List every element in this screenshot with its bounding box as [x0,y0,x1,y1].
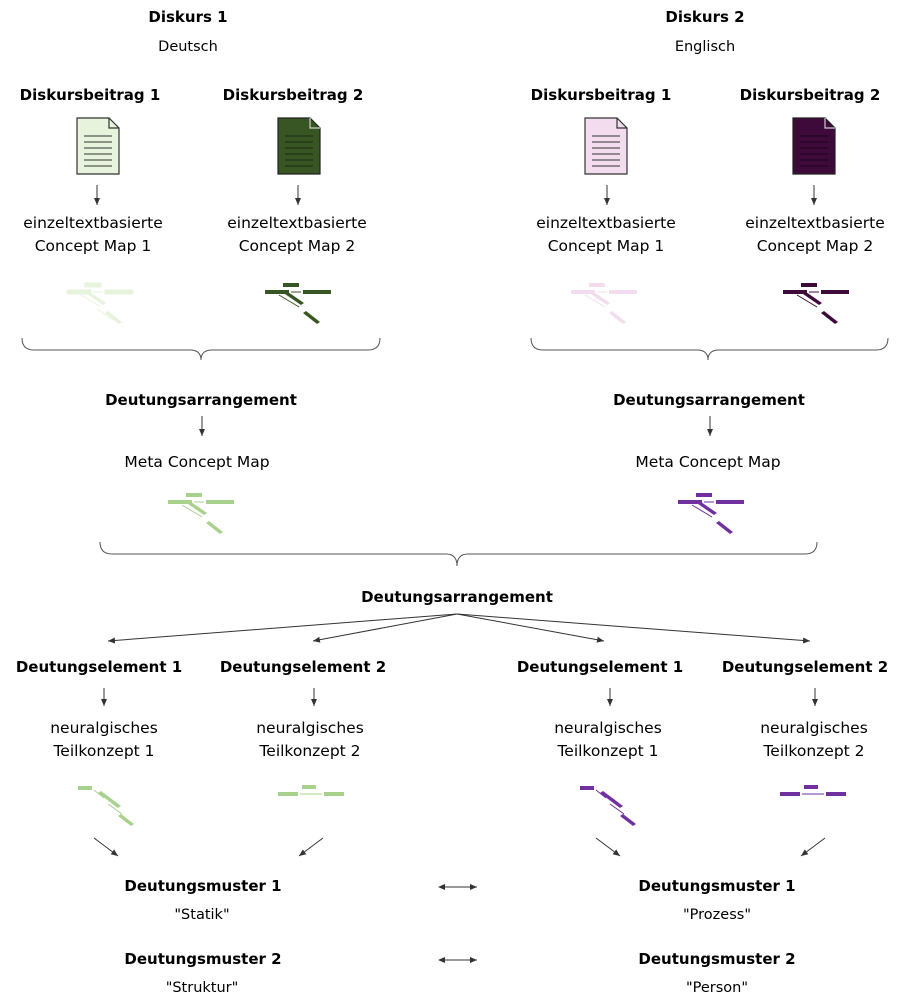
caption-line: einzeltextbasierte [536,214,676,232]
meta-concept-map-icon [168,493,234,534]
partial-concept-caption: neuralgisches Teilkonzept 1 [50,717,158,763]
concept-map-icon [66,282,134,324]
overall-arrangement-label: Deutungsarrangement [361,588,553,606]
discourse-1-language: Deutsch [158,39,218,55]
contribution-label: Diskursbeitrag 1 [530,86,672,104]
meta-concept-map-icon [678,493,744,534]
concept-map-caption: einzeltextbasierte Concept Map 2 [745,212,884,258]
partial-concept-caption: neuralgisches Teilkonzept 1 [554,717,662,763]
caption-line: Concept Map 1 [34,237,152,255]
partial-concept-icon [780,785,846,796]
caption-line: Concept Map 2 [756,237,874,255]
caption-line: Teilkonzept 1 [557,742,659,760]
caption-line: neuralgisches [554,719,662,737]
pattern-value: "Struktur" [165,980,239,996]
pattern-label: Deutungsmuster 2 [124,950,282,968]
element-label: Deutungselement 1 [516,658,684,676]
caption-line: Teilkonzept 2 [259,742,361,760]
caption-line: neuralgisches [256,719,364,737]
contribution-label: Diskursbeitrag 2 [739,86,881,104]
caption-line: Concept Map 1 [547,237,665,255]
partial-concept-caption: neuralgisches Teilkonzept 2 [256,717,364,763]
discourse-2-title: Diskurs 2 [665,8,745,26]
element-label: Deutungselement 2 [219,658,387,676]
caption-line: neuralgisches [760,719,868,737]
caption-line: einzeltextbasierte [745,214,885,232]
document-icon [277,117,321,175]
brace-lines [21,337,889,567]
pattern-label: Deutungsmuster 1 [124,877,282,895]
meta-concept-map-label: Meta Concept Map [124,453,270,471]
concept-map-icon [265,283,331,324]
document-icon [584,117,628,175]
pattern-label: Deutungsmuster 2 [638,950,796,968]
partial-concept-icon [78,786,134,826]
caption-line: einzeltextbasierte [227,214,367,232]
pattern-value: "Prozess" [683,907,751,923]
contribution-label: Diskursbeitrag 1 [19,86,161,104]
discourse-1-title: Diskurs 1 [148,8,228,26]
caption-line: Teilkonzept 1 [53,742,155,760]
pattern-label: Deutungsmuster 1 [638,877,796,895]
caption-line: neuralgisches [50,719,158,737]
double-arrows [438,884,477,963]
concept-map-caption: einzeltextbasierte Concept Map 2 [227,212,366,258]
element-label: Deutungselement 1 [15,658,183,676]
arrangement-label: Deutungsarrangement [105,391,297,409]
contribution-label: Diskursbeitrag 2 [222,86,364,104]
concept-map-caption: einzeltextbasierte Concept Map 1 [23,212,162,258]
document-icon [76,117,120,175]
partial-concept-icon [278,785,344,796]
flow-arrows [93,185,826,857]
partial-concept-icon [580,786,636,826]
discourse-2-language: Englisch [674,39,736,55]
concept-map-caption: einzeltextbasierte Concept Map 1 [536,212,675,258]
concept-map-icon [783,283,849,324]
arrangement-label: Deutungsarrangement [613,391,805,409]
concept-map-icon [571,283,637,324]
caption-line: Concept Map 2 [238,237,356,255]
document-icon [792,117,836,175]
pattern-value: "Person" [685,980,749,996]
meta-concept-map-label: Meta Concept Map [635,453,781,471]
caption-line: Teilkonzept 2 [763,742,865,760]
partial-concept-caption: neuralgisches Teilkonzept 2 [760,717,868,763]
element-label: Deutungselement 2 [721,658,889,676]
pattern-value: "Statik" [174,907,230,923]
caption-line: einzeltextbasierte [23,214,163,232]
